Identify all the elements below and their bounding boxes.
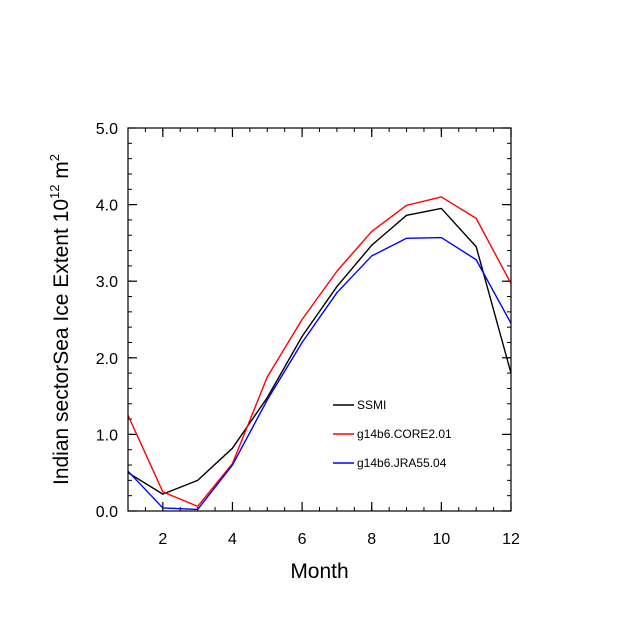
y-tick-label: 2.0 [96,351,118,368]
y-tick-label: 3.0 [96,274,118,291]
x-axis-title: Month [290,560,348,583]
series-line-ssmi [127,207,512,495]
y-axis-title-unit-exponent: 2 [47,154,62,161]
y-axis-title-unit: m [50,161,73,184]
y-axis-title-prefix: Indian sectorSea Ice Extent 10 [50,199,73,485]
y-tick-label: 5.0 [96,121,118,138]
x-tick-label: 4 [228,531,237,548]
y-tick-label: 4.0 [96,198,118,215]
y-tick-label: 1.0 [96,427,118,444]
x-tick-label: 2 [158,531,167,548]
legend-label: SSMI [357,398,386,412]
y-tick-label: 0.0 [96,504,118,521]
major-ticks [128,127,512,512]
y-axis-title-exponent: 12 [47,185,62,199]
legend-label: g14b6.JRA55.04 [357,456,447,470]
legend-label: g14b6.CORE2.01 [357,427,452,441]
tick-labels: 2 4 6 8 10 12 0.0 1.0 2.0 3.0 4.0 5.0 [96,121,520,548]
plot-frame [127,127,512,512]
legend: SSMI g14b6.CORE2.01 g14b6.JRA55.04 [333,398,452,470]
x-tick-label: 6 [298,531,307,548]
series-line-g14b6-jra55-04 [127,236,512,511]
y-axis-title: Indian sectorSea Ice Extent 1012 m2 [47,154,73,485]
series-lines [127,196,512,511]
series-line-g14b6-core2-01 [127,196,512,508]
x-tick-label: 8 [367,531,376,548]
minor-ticks [127,127,512,512]
x-tick-label: 10 [432,531,450,548]
x-tick-label: 12 [502,531,520,548]
